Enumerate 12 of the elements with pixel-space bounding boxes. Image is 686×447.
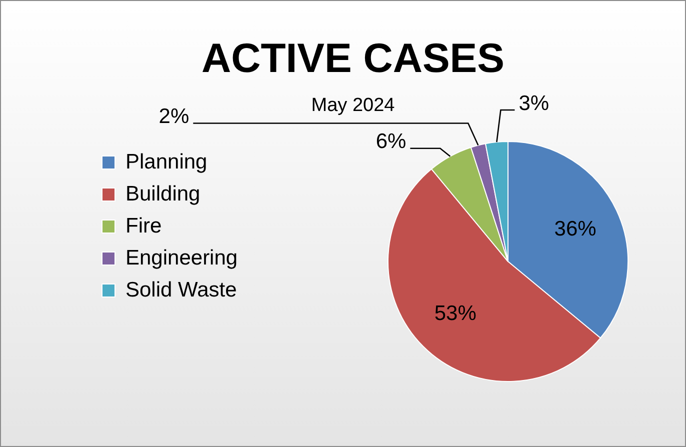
legend-label: Engineering [126,246,238,270]
legend-label: Planning [126,150,208,174]
chart-subtitle: May 2024 [311,95,395,116]
chart-title: ACTIVE CASES [200,35,506,82]
legend-label: Building [126,182,200,206]
legend-label: Solid Waste [126,278,237,302]
data-label: 36% [554,218,596,241]
data-label: 6% [376,130,406,154]
data-label: 3% [518,92,550,115]
legend-label: Fire [126,214,162,238]
data-label: 2% [158,105,190,128]
data-label: 53% [434,302,476,325]
